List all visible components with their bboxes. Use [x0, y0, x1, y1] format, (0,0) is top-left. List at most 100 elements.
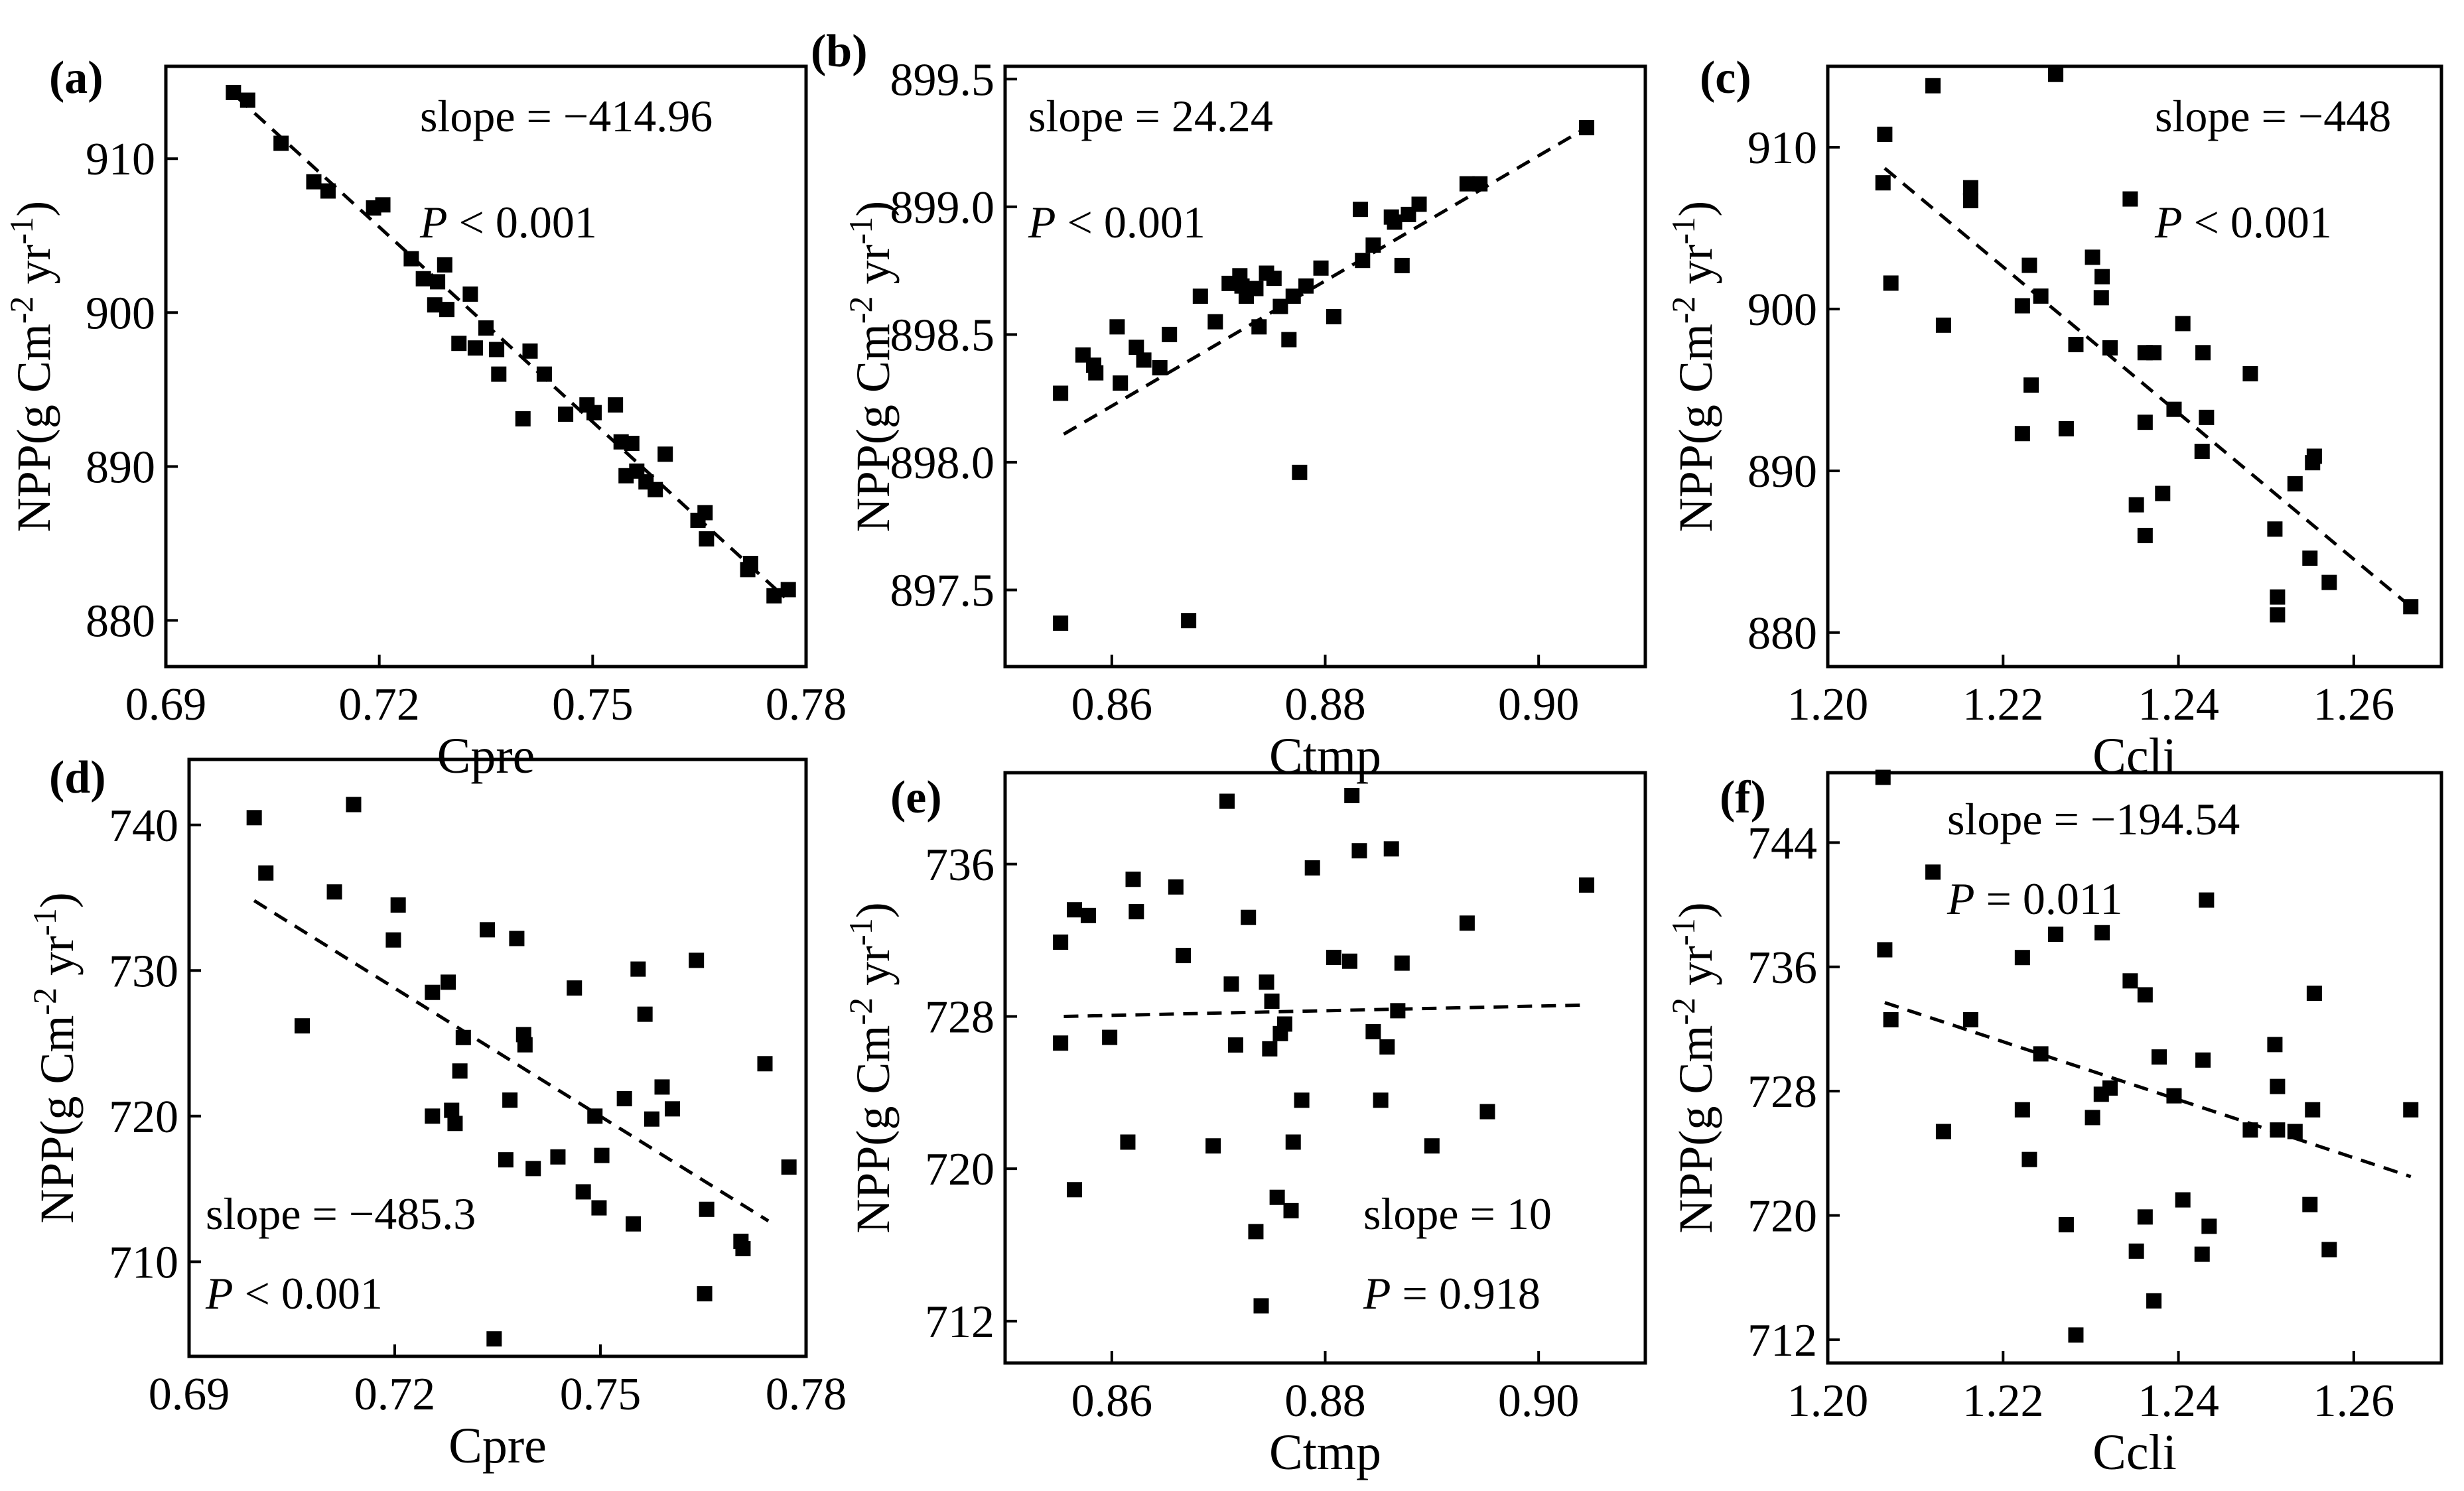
x-tick-label: 1.20	[1787, 679, 1869, 730]
plot-frame	[187, 757, 808, 1358]
data-point	[1962, 1011, 1978, 1027]
data-point	[2195, 345, 2211, 361]
plot-frame	[1826, 771, 2443, 1365]
data-point	[2403, 1102, 2419, 1118]
data-point	[2270, 589, 2286, 605]
data-point	[2122, 191, 2138, 207]
data-point	[608, 397, 624, 413]
data-point	[1394, 257, 1410, 273]
y-tick-label: 744	[1747, 818, 1817, 869]
data-point	[502, 1092, 518, 1108]
y-tick-label: 720	[1747, 1191, 1817, 1242]
panel-label: (c)	[1700, 52, 1751, 103]
data-point	[522, 343, 538, 359]
data-point	[1373, 1092, 1389, 1108]
trend-line	[253, 899, 770, 1222]
data-point	[689, 952, 705, 968]
slope-annotation: slope = −414.96	[420, 91, 713, 141]
panel-b: 0.86 0.88 0.90 897.5 898.0 898.5 899.0 899.5 Ctm…	[811, 26, 1647, 784]
data-point	[1424, 1138, 1440, 1154]
data-point	[780, 582, 796, 598]
data-point	[648, 482, 663, 497]
x-tick-label: 1.26	[2313, 679, 2395, 730]
x-axis-label: Ctmp	[1269, 1425, 1381, 1480]
data-point	[1351, 843, 1367, 859]
data-point	[2137, 415, 2153, 430]
y-tick-label: 728	[925, 992, 994, 1043]
data-point	[390, 897, 406, 913]
p-value-annotation: P < 0.001	[1028, 197, 1205, 247]
plot-frame	[1826, 64, 2443, 669]
data-point	[1344, 787, 1360, 803]
data-point	[1326, 308, 1341, 324]
data-point	[2242, 1122, 2258, 1138]
y-tick-label: 712	[925, 1297, 994, 1348]
data-point	[1223, 976, 1239, 992]
panel-d: 0.69 0.72 0.75 0.78 710 720 730 740 Cpre NPP(g Cm…	[26, 752, 847, 1474]
data-point	[306, 174, 322, 190]
data-point	[425, 1108, 441, 1124]
data-point	[1877, 942, 1893, 958]
data-point	[1262, 1041, 1278, 1057]
data-point	[626, 1216, 642, 1232]
data-point	[594, 1147, 610, 1163]
data-point	[415, 271, 431, 287]
data-point	[2137, 987, 2153, 1003]
data-point	[346, 797, 362, 812]
data-point	[1109, 319, 1125, 335]
data-point	[1053, 935, 1069, 950]
data-point	[591, 1200, 607, 1216]
data-point	[320, 183, 336, 199]
data-point	[486, 1331, 502, 1347]
plot-frame	[164, 64, 808, 669]
data-point	[1053, 1035, 1069, 1051]
x-axis-label: Ccli	[2092, 1425, 2177, 1480]
data-point	[1877, 126, 1893, 142]
data-point	[1285, 1134, 1301, 1150]
data-point	[2302, 551, 2318, 566]
x-tick-label: 0.86	[1071, 1376, 1153, 1427]
data-point	[447, 1116, 463, 1132]
data-point	[644, 1111, 659, 1127]
data-point	[2137, 1209, 2153, 1225]
panel-label: (a)	[49, 52, 103, 103]
data-point	[2128, 497, 2144, 513]
data-point	[2014, 950, 2030, 966]
data-point	[1205, 1138, 1221, 1154]
data-point	[2270, 1078, 2286, 1094]
data-point	[657, 446, 673, 462]
data-point	[1264, 994, 1280, 1009]
data-point	[1459, 176, 1475, 192]
data-point	[2175, 1192, 2191, 1208]
data-point	[630, 961, 646, 977]
data-point	[2146, 1293, 2162, 1309]
data-point	[1355, 253, 1371, 269]
data-point	[240, 92, 255, 108]
y-tick-label: 897.5	[890, 565, 995, 616]
data-point	[2102, 340, 2118, 356]
y-tick-label: 910	[1747, 123, 1817, 174]
x-tick-label: 0.86	[1071, 679, 1153, 730]
data-point	[480, 922, 495, 938]
x-tick-label: 0.78	[766, 679, 847, 730]
data-point	[489, 342, 505, 357]
x-tick-label: 0.72	[354, 1369, 436, 1420]
data-point	[1281, 332, 1297, 348]
data-point	[1292, 464, 1308, 480]
data-point	[1248, 281, 1264, 296]
trend-line	[1883, 166, 2412, 608]
data-point	[1080, 907, 1096, 923]
data-point	[455, 1029, 471, 1045]
data-point	[2094, 269, 2110, 285]
x-axis-label: Ccli	[2092, 728, 2177, 784]
data-point	[697, 1286, 713, 1302]
x-tick-label: 1.22	[1962, 1376, 2044, 1427]
data-point	[2270, 1122, 2286, 1138]
data-point	[1579, 119, 1595, 135]
data-point	[1129, 904, 1144, 920]
data-point	[439, 302, 455, 318]
data-point	[1067, 1182, 1083, 1198]
x-tick-label: 0.72	[338, 679, 420, 730]
data-point	[2014, 1102, 2030, 1118]
y-tick-label: 736	[925, 840, 994, 891]
